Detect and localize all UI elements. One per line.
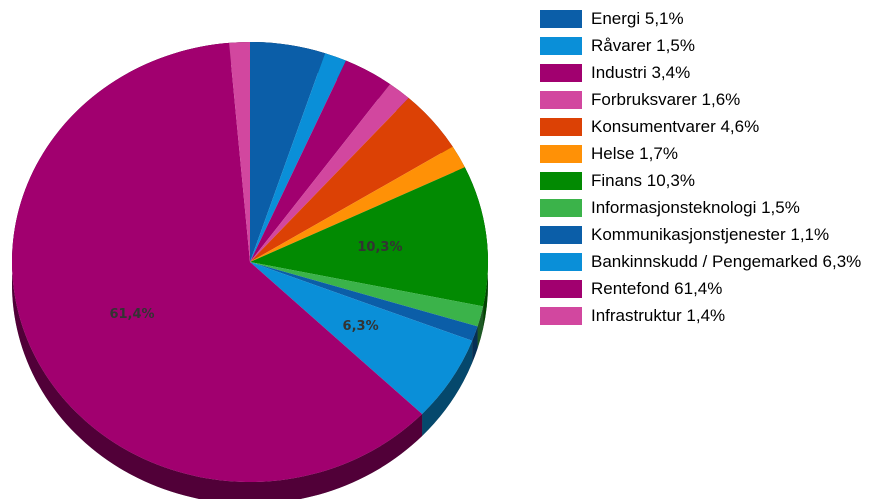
legend-label: Infrastruktur 1,4% xyxy=(591,306,726,325)
slice-side xyxy=(12,42,423,499)
value-label: 6,3% xyxy=(343,319,379,334)
legend-swatch xyxy=(540,307,582,325)
legend-label: Informasjonsteknologi 1,5% xyxy=(591,198,800,217)
value-label: 61,4% xyxy=(109,307,154,322)
legend-item: Rentefond 61,4% xyxy=(540,279,885,299)
legend-swatch xyxy=(540,253,582,271)
legend-label: Råvarer 1,5% xyxy=(591,36,695,55)
legend-label: Industri 3,4% xyxy=(591,63,691,82)
legend-item: Kommunikasjonstjenester 1,1% xyxy=(540,225,885,245)
legend-item: Råvarer 1,5% xyxy=(540,36,885,56)
slice xyxy=(250,84,409,262)
legend-label: Energi 5,1% xyxy=(591,9,684,28)
legend-item: Informasjonsteknologi 1,5% xyxy=(540,198,885,218)
legend-swatch xyxy=(540,91,582,109)
legend-swatch xyxy=(540,118,582,136)
legend-swatch xyxy=(540,226,582,244)
slice xyxy=(250,262,473,414)
slice xyxy=(250,167,488,307)
slice xyxy=(250,262,484,327)
slice xyxy=(250,262,478,341)
slice xyxy=(250,146,465,262)
legend-swatch xyxy=(540,172,582,190)
legend-label: Helse 1,7% xyxy=(591,144,678,163)
slice xyxy=(229,42,250,262)
slice xyxy=(12,42,423,483)
legend-label: Forbruksvarer 1,6% xyxy=(591,90,741,109)
legend-item: Industri 3,4% xyxy=(540,63,885,83)
legend-swatch xyxy=(540,145,582,163)
legend-item: Energi 5,1% xyxy=(540,9,885,29)
legend-label: Bankinnskudd / Pengemarked 6,3% xyxy=(591,252,862,271)
legend: Energi 5,1% Råvarer 1,5% Industri 3,4% Forb… xyxy=(540,9,885,326)
legend-swatch xyxy=(540,64,582,82)
slice xyxy=(250,60,391,263)
legend-label: Konsumentvarer 4,6% xyxy=(591,117,760,136)
legend-item: Infrastruktur 1,4% xyxy=(540,306,885,326)
legend-swatch xyxy=(540,280,582,298)
legend-swatch xyxy=(540,10,582,28)
legend-label: Kommunikasjonstjenester 1,1% xyxy=(591,225,830,244)
slice-side xyxy=(477,306,484,349)
slice xyxy=(250,53,346,263)
slice-side xyxy=(422,340,473,436)
legend-label: Rentefond 61,4% xyxy=(591,279,723,298)
value-label: 10,3% xyxy=(357,240,402,255)
legend-item: Bankinnskudd / Pengemarked 6,3% xyxy=(540,252,885,272)
legend-label: Finans 10,3% xyxy=(591,171,695,190)
legend-item: Finans 10,3% xyxy=(540,171,885,191)
legend-item: Forbruksvarer 1,6% xyxy=(540,90,885,110)
legend-swatch xyxy=(540,199,582,217)
slice-side xyxy=(472,326,478,363)
slice xyxy=(250,42,326,262)
legend-swatch xyxy=(540,37,582,55)
legend-item: Helse 1,7% xyxy=(540,144,885,164)
legend-item: Konsumentvarer 4,6% xyxy=(540,117,885,137)
slice xyxy=(250,97,453,262)
